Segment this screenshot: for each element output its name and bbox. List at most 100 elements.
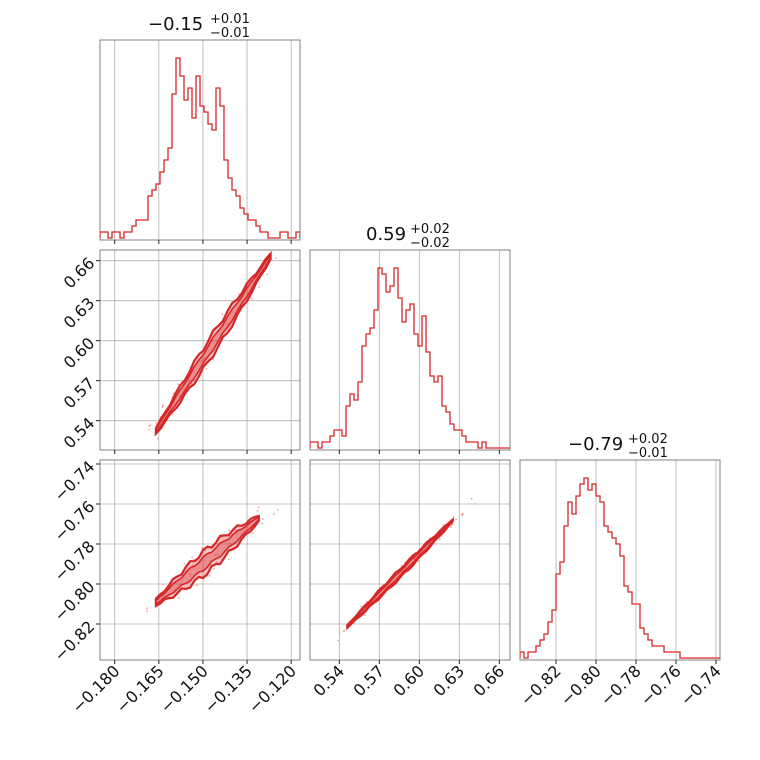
xlabel-col0-tick-4: −0.120 [245,661,300,716]
xlabel-col2-tick-0: −0.82 [517,661,565,709]
pair-2-point [363,614,366,616]
pair-2-point [338,632,341,635]
xlabel-col2-tick-1: −0.80 [557,661,605,709]
xlabel-col2-tick-4: −0.74 [677,661,725,709]
pair-2-contour-inner [346,518,454,629]
pair-1-point [201,547,204,549]
ylabel-row1-tick-4: 0.66 [60,254,99,293]
hist-0-frame [99,39,301,241]
pair-1-point [189,573,192,575]
pair-2-point [438,538,441,540]
pair-1-contour-outer [154,514,260,608]
pair-0-point [284,241,286,243]
pair-1-point [236,532,238,534]
pair-0-frame [99,249,301,451]
hist-1-frame [309,249,511,451]
pair-2-point [451,524,453,526]
pair-1-point [257,506,260,509]
hist-0-series [100,57,300,239]
title-param-2-value: −0.79 [568,434,623,455]
pair-0-point [177,383,179,386]
panels-layer: 0.540.570.600.630.66−0.82−0.80−0.78−0.76… [50,39,725,717]
pair-1-point [261,522,264,525]
pair-0-contour-inner [155,252,272,435]
pair-0-point [274,257,277,259]
ylabel-row2-tick-3: −0.76 [50,497,98,545]
xlabel-col1-tick-0: 0.54 [310,661,349,700]
title-param-0: −0.15 +0.01 −0.01 [148,12,250,41]
pair-0-point [292,228,294,230]
hist-2-series [520,477,720,659]
xlabel-col0-tick-0: −0.180 [68,661,123,716]
pair-1-point [262,518,264,520]
pair-2-point [360,605,363,608]
pair-0-point [161,406,164,408]
xlabel-col0-tick-1: −0.165 [112,661,167,716]
pair-0-point [221,313,224,316]
pair-1-point [196,584,198,587]
pair-0-point [266,273,269,276]
hist-panel-1 [309,249,511,454]
ylabel-row1-tick-1: 0.57 [60,374,99,413]
pair-1-point [220,536,223,539]
pair-0-point [269,244,271,246]
pair-1-point [215,561,218,563]
pair-panel-0-1 [96,224,301,454]
pair-2-point [455,518,458,521]
pair-1-point [162,583,164,586]
pair-0-point [250,297,253,300]
title-param-0-lower: −0.01 [210,26,250,41]
pair-2-point [452,516,455,518]
ylabel-row2-tick-4: −0.74 [50,457,98,505]
pair-0-point [226,323,229,326]
xlabel-col2-tick-3: −0.76 [637,661,685,709]
pair-1-point [214,554,217,557]
pair-1-point [183,562,186,565]
title-param-1-upper: +0.02 [410,222,450,237]
pair-0-point [172,392,175,395]
pair-2-point [337,639,339,642]
xlabel-col0-tick-3: −0.135 [201,661,256,716]
pair-1-point [228,529,231,532]
pair-2-point [343,629,346,632]
title-param-2-lower: −0.01 [628,446,668,461]
pair-1-point [251,532,254,535]
hist-2-frame [519,459,721,661]
title-param-0-value: −0.15 [148,14,203,35]
pair-1-frame [99,459,301,661]
pair-2-content [337,497,476,642]
pair-0-point [284,246,286,248]
ylabel-row1-tick-3: 0.63 [60,294,99,333]
pair-0-point [171,413,174,415]
pair-0-point [161,404,164,406]
hist-1-series [310,267,510,449]
pair-0-point [205,367,208,370]
pair-1-point [273,513,275,515]
pair-1-point [191,556,194,559]
pair-1-contour-inner [155,515,260,606]
ylabel-row2-tick-0: −0.82 [50,617,98,665]
pair-1-point [228,542,231,545]
pair-1-point [146,607,148,610]
pair-0-point [148,425,151,427]
xlabel-col1-tick-1: 0.57 [350,661,389,700]
title-param-1-lower: −0.02 [410,236,450,251]
ylabel-row2-tick-2: −0.78 [50,537,98,585]
pair-1-point [276,509,279,511]
xlabel-col2-tick-2: −0.78 [597,661,645,709]
pair-panel-1-2 [309,459,511,664]
pair-0-point [212,358,215,361]
pair-0-point [281,224,283,226]
xlabel-col1-tick-4: 0.66 [470,661,509,700]
pair-2-frame [309,459,511,661]
pair-0-point [238,293,240,296]
hist-panel-2 [519,459,721,664]
pair-2-point [461,512,464,515]
pair-1-point [216,553,219,556]
pair-1-point [246,542,249,545]
ylabel-row1-tick-2: 0.60 [60,334,99,373]
pair-2-point [450,526,452,529]
xlabel-col1-tick-2: 0.60 [390,661,429,700]
pair-2-point [461,514,463,517]
